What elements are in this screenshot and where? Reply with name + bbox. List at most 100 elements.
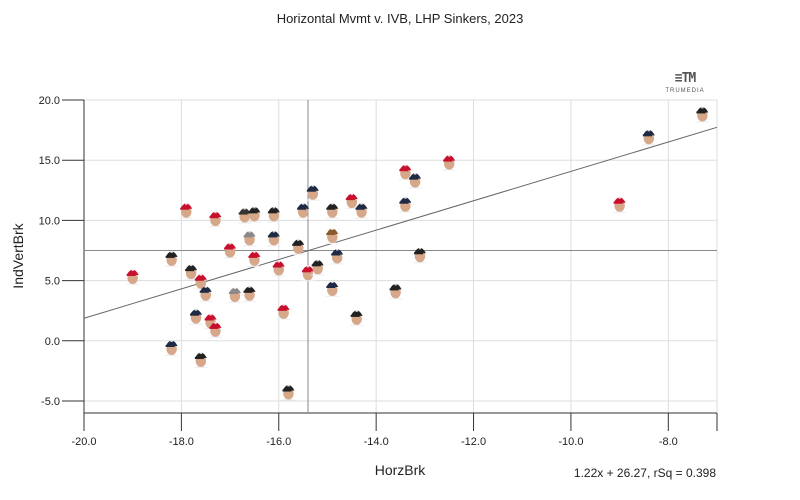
cap-brim-shape (331, 253, 341, 256)
player-headshot-point[interactable] (405, 172, 425, 199)
cap-logo-shape (194, 308, 198, 311)
cap-brim-shape (243, 235, 253, 238)
cap-shape (409, 173, 422, 179)
player-headshot-point[interactable] (410, 247, 430, 273)
cap-brim-shape (209, 216, 219, 219)
cap-shape (165, 340, 178, 346)
cap-shape (277, 304, 290, 310)
cap-logo-shape (350, 193, 354, 196)
regression-line (83, 126, 718, 319)
player-headshot-point[interactable] (269, 260, 289, 287)
cap-logo-shape (618, 196, 621, 199)
cap-logo-shape (131, 268, 134, 271)
jersey-shape (354, 216, 369, 219)
player-headshot-point[interactable] (322, 228, 342, 254)
cap-brim-shape (613, 201, 623, 204)
cap-shape (642, 129, 655, 136)
cap-logo-shape (272, 230, 276, 233)
player-headshot-point[interactable] (322, 202, 342, 229)
cap-logo-shape (404, 196, 407, 199)
player-headshot-point[interactable] (303, 184, 323, 211)
player-headshot-point[interactable] (293, 202, 313, 229)
cap-shape (399, 197, 412, 203)
jersey-shape (612, 210, 628, 213)
jersey-shape (188, 322, 204, 325)
player-headshot-point[interactable] (308, 259, 328, 285)
jersey-shape (242, 244, 258, 247)
player-headshot-point[interactable] (274, 303, 294, 330)
player-headshot-point[interactable] (196, 285, 216, 312)
player-headshot-point[interactable] (264, 230, 284, 256)
player-headshot-point[interactable] (692, 106, 712, 132)
player-headshot-point[interactable] (288, 238, 308, 265)
cap-brim-shape (248, 211, 258, 214)
player-headshot-point[interactable] (162, 250, 182, 277)
player-headshot-point[interactable] (386, 283, 406, 309)
cap-logo-shape (189, 264, 193, 267)
jersey-shape (183, 278, 199, 281)
player-headshot-point[interactable] (240, 230, 260, 256)
player-headshot-point[interactable] (264, 206, 284, 232)
player-headshot-point[interactable] (322, 281, 342, 307)
player-headshot-point[interactable] (352, 202, 372, 229)
player-headshot-point[interactable] (327, 248, 347, 275)
player-headshot-point[interactable] (123, 268, 143, 295)
cap-logo-shape (413, 172, 417, 175)
player-headshot-point[interactable] (176, 202, 196, 229)
player-headshot-point[interactable] (342, 193, 362, 219)
player-headshot-point[interactable] (240, 285, 260, 312)
player-headshot-point[interactable] (610, 196, 630, 223)
player-headshot-point[interactable] (298, 265, 318, 291)
cap-logo-shape (277, 260, 280, 263)
cap-brim-shape (204, 318, 214, 321)
jersey-shape (193, 366, 209, 369)
player-headshot-point[interactable] (244, 250, 264, 277)
player-headshot-point[interactable] (244, 206, 264, 232)
player-headshot-point[interactable] (395, 164, 415, 190)
player-headshot-point[interactable] (639, 129, 659, 155)
cap-shape (326, 281, 339, 288)
jersey-shape (641, 143, 657, 146)
cap-shape (209, 211, 222, 218)
player-headshot-point[interactable] (205, 321, 225, 348)
jersey-shape (266, 220, 282, 223)
x-tick-label: -20.0 (71, 436, 96, 448)
player-headshot-point[interactable] (191, 352, 211, 378)
cap-logo-shape (331, 228, 334, 231)
cap-brim-shape (642, 134, 652, 137)
cap-brim-shape (326, 207, 336, 210)
player-headshot-point[interactable] (201, 313, 221, 340)
cap-logo-shape (253, 250, 256, 253)
x-tick-label: -14.0 (364, 436, 389, 448)
player-headshot-point[interactable] (225, 287, 245, 313)
player-headshot-point[interactable] (279, 384, 299, 411)
player-headshot-point[interactable] (181, 264, 201, 290)
cap-brim-shape (292, 243, 302, 246)
cap-logo-shape (199, 352, 203, 355)
player-headshot-point[interactable] (205, 211, 225, 237)
cap-shape (238, 208, 251, 214)
player-headshot-point[interactable] (395, 196, 415, 223)
player-headshot-point[interactable] (220, 242, 240, 268)
jersey-shape (164, 264, 180, 267)
cap-shape (292, 239, 305, 245)
jersey-shape (242, 299, 258, 302)
cap-logo-shape (311, 184, 315, 187)
cap-brim-shape (297, 207, 307, 210)
player-headshot-point[interactable] (186, 308, 206, 335)
cap-logo-shape (233, 287, 237, 290)
player-headshot-point[interactable] (439, 154, 459, 181)
player-headshot-point[interactable] (162, 339, 182, 366)
jersey-shape (227, 301, 243, 304)
cap-shape (443, 155, 456, 161)
jersey-shape (388, 297, 404, 300)
cap-shape (297, 203, 310, 209)
cap-logo-shape (214, 321, 217, 324)
jersey-shape (178, 216, 194, 219)
cap-brim-shape (282, 389, 292, 392)
cap-shape (301, 265, 314, 272)
cap-logo-shape (185, 202, 188, 205)
player-headshot-point[interactable] (347, 309, 367, 336)
jersey-shape (397, 210, 413, 213)
cap-brim-shape (248, 255, 258, 258)
